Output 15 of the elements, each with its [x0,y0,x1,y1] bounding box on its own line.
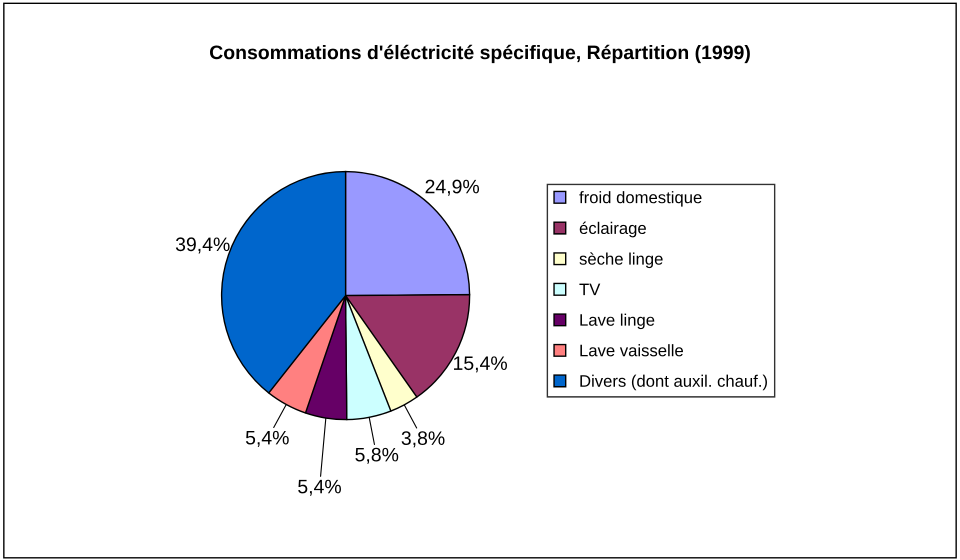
data-label: 5,4% [298,480,341,496]
legend-label: éclairage [580,222,646,238]
chart-title: Consommations d'éléctricité spécifique, Répartition (1999) [210,44,750,64]
data-label: 39,4% [176,237,230,254]
data-label: 15,4% [454,356,507,372]
legend-label: TV [579,284,600,296]
data-label: 3,8% [402,431,444,448]
legend-label: froid domestique [579,191,702,207]
data-label: 5,4% [246,430,289,447]
data-label: 5,8% [355,448,398,464]
legend-label: Lave vaisselle [580,344,683,356]
legend-label: sèche linge [580,252,663,268]
legend-label: Lave linge [580,314,654,330]
legend-label: Divers (dont auxil. chauf.) [580,374,767,390]
data-label: 24,9% [426,180,480,196]
